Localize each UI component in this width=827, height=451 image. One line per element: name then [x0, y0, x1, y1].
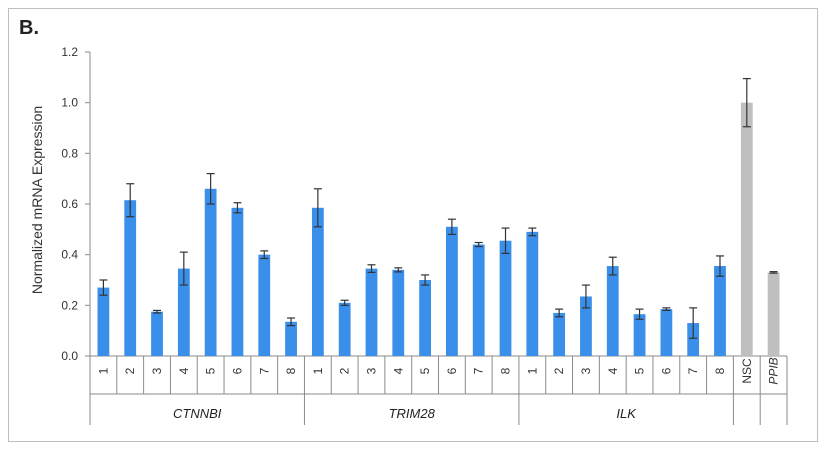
bar [553, 312, 566, 356]
bar [419, 280, 431, 356]
x-tick-label: 8 [284, 367, 298, 374]
y-tick-label: 0.4 [61, 248, 78, 262]
x-tick-label: 5 [418, 367, 432, 374]
group-label: TRIM28 [389, 406, 436, 421]
x-tick-label: 6 [445, 367, 459, 374]
x-tick-label: 1 [311, 367, 325, 374]
bar [633, 314, 646, 356]
x-tick-label: 7 [686, 367, 700, 374]
y-tick-label: 1.2 [61, 45, 78, 59]
panel-label: B. [19, 17, 39, 39]
y-tick-label: 0.2 [61, 298, 78, 312]
x-tick-label: 7 [257, 367, 271, 374]
x-tick-label: 2 [338, 367, 352, 374]
bar [526, 231, 539, 356]
x-tick-label: 3 [579, 367, 593, 374]
bar [472, 244, 485, 356]
x-tick-label: 5 [204, 367, 218, 374]
x-tick-label: 5 [633, 367, 647, 374]
y-tick-label: 0.0 [61, 349, 78, 363]
x-tick-label: 8 [499, 367, 513, 374]
x-tick-label: PPIB [767, 357, 781, 384]
x-tick-label: 2 [552, 367, 566, 374]
bar [446, 226, 458, 356]
bar [124, 200, 137, 356]
bar [338, 302, 351, 356]
bar [606, 266, 619, 356]
bar [365, 268, 378, 356]
bar [151, 311, 163, 356]
bar [177, 268, 190, 356]
bar [740, 102, 753, 357]
group-label: ILK [616, 406, 637, 421]
x-tick-label: 6 [230, 367, 244, 374]
x-tick-label: 6 [659, 367, 673, 374]
x-tick-label: 1 [525, 367, 539, 374]
bar [231, 207, 244, 356]
x-tick-label: 3 [150, 367, 164, 374]
bar [97, 287, 110, 356]
group-label: CTNNBI [173, 406, 222, 421]
x-tick-label: 4 [177, 367, 191, 374]
bar [499, 240, 512, 356]
y-tick-label: 0.8 [61, 146, 78, 160]
x-tick-label: 1 [96, 367, 110, 374]
x-tick-label: 4 [391, 367, 405, 374]
y-tick-label: 1.0 [61, 96, 78, 110]
y-tick-label: 0.6 [61, 197, 78, 211]
bar [392, 269, 405, 356]
bar [258, 254, 271, 356]
bar [285, 321, 297, 356]
bar [660, 309, 673, 356]
x-tick-label: 3 [364, 367, 378, 374]
chart-frame [8, 8, 818, 442]
bar [767, 272, 780, 356]
x-tick-label: 8 [713, 367, 727, 374]
x-tick-label: 4 [606, 367, 620, 374]
bar [311, 207, 324, 356]
bar [687, 323, 700, 356]
x-tick-label: 2 [123, 367, 137, 374]
bar [714, 266, 726, 356]
bar [580, 296, 592, 356]
y-axis-label: Normalized mRNA Expression [29, 106, 45, 294]
bar [204, 188, 217, 356]
x-tick-label: NSC [740, 358, 754, 384]
x-tick-label: 7 [472, 367, 486, 374]
